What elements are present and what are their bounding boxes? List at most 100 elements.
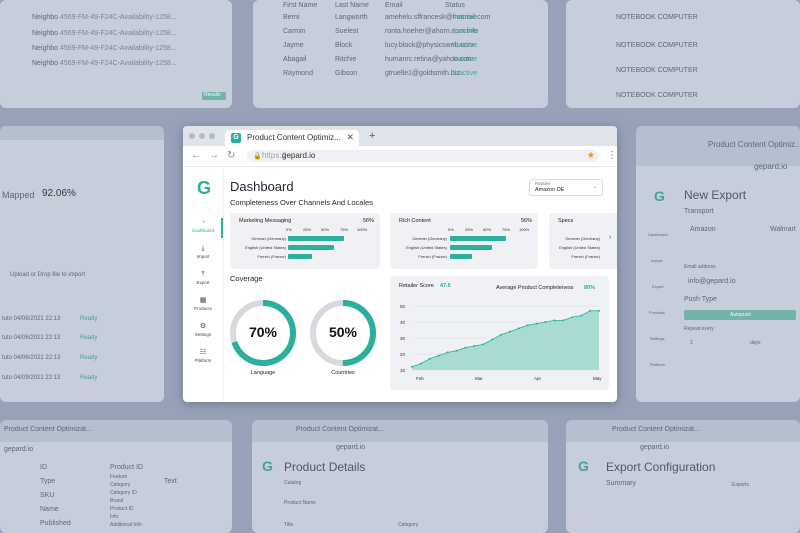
- forward-arrow-icon[interactable]: →: [209, 150, 219, 161]
- retailer-label: Retailer: [535, 181, 551, 186]
- bg-url: gepard.io: [4, 446, 34, 453]
- bg-status: Ready: [80, 355, 98, 361]
- tab-title: Product Content Optimiz...: [247, 133, 341, 142]
- axis-tick: 25%: [303, 227, 312, 232]
- bg-field: Product Name: [284, 500, 316, 506]
- sidebar-item-products[interactable]: ▦ Products: [185, 296, 221, 316]
- bg-option: Amazon: [690, 226, 716, 233]
- completeness-panel-rich-content: Rich Content 56% 0% 25% 50% 75% 100% Ger…: [390, 213, 538, 269]
- axis-tick: 100%: [357, 227, 368, 232]
- background-window-bottom-center: Product Content Optimizat... gepard.io G…: [252, 420, 548, 533]
- completeness-panel-marketing: Marketing Messaging 56% 0% 25% 50% 75% 1…: [230, 213, 380, 269]
- bg-option: Category ID: [110, 490, 137, 496]
- sidebar-item-label: Platform: [194, 358, 212, 363]
- bg-cell: amehelu.sffrancesk@hotmail.com: [385, 14, 491, 21]
- chevron-down-icon: ⌄: [592, 184, 597, 190]
- bg-header: Last Name: [335, 2, 369, 9]
- url-protocol: https://: [262, 151, 287, 160]
- bg-cell: Block: [335, 42, 353, 49]
- bg-cell: Ritchie: [335, 56, 357, 63]
- import-icon: ⤓: [201, 245, 205, 252]
- coverage-title: Coverage: [230, 274, 263, 283]
- bg-cell: Inactive: [453, 56, 478, 63]
- score-point: [455, 349, 458, 352]
- url-host: gepard.io: [282, 151, 316, 160]
- bg-status: Ready: [80, 316, 98, 322]
- dashboard-content: Dashboard Retailer Amazon DE ⌄ Completen…: [223, 166, 617, 402]
- bg-option: Additional Info: [110, 522, 142, 528]
- countries-label: Countries: [331, 370, 355, 376]
- score-point: [562, 319, 565, 322]
- bg-email-label: Email address: [684, 264, 716, 270]
- score-point: [446, 351, 449, 354]
- window-maximize-dot[interactable]: [209, 133, 215, 139]
- sidebar-item-dashboard[interactable]: ◔ Dashboard: [185, 218, 223, 238]
- bg-field: Category: [398, 522, 419, 528]
- panel-percent: 56%: [363, 218, 375, 224]
- window-close-dot[interactable]: [189, 133, 195, 139]
- address-bar: ← → ↻ 🔒 https:// gepard.io ★ ⋮: [183, 146, 617, 167]
- panel-title: Specs: [558, 218, 574, 224]
- completeness-bar: [450, 245, 492, 250]
- retailer-score-label: Retailer Score: [399, 283, 434, 289]
- window-minimize-dot[interactable]: [199, 133, 205, 139]
- bg-row: tuto 04/06/2021 22:13: [2, 316, 61, 322]
- background-window-top-center: First Name Last Name Email Status Berni …: [253, 0, 548, 108]
- bg-cell: Inactive: [453, 70, 478, 77]
- score-point: [535, 322, 538, 325]
- chevron-right-icon[interactable]: ›: [609, 234, 612, 241]
- browser-menu-icon[interactable]: ⋮: [607, 150, 617, 161]
- retailer-score-chart-panel: Retailer Score 47.5 Average Product Comp…: [390, 276, 609, 390]
- bg-every: 2: [690, 340, 693, 346]
- bg-chrome: [636, 126, 800, 166]
- background-window-bottom-right: Product Content Optimizat... gepard.io G…: [566, 420, 800, 533]
- bg-repeat: Repeat every: [684, 326, 714, 332]
- bg-cell: NOTEBOOK COMPUTER: [616, 42, 698, 49]
- locale-label: French (France): [571, 254, 600, 259]
- bg-cell: Gibson: [335, 70, 358, 77]
- bg-status: Ready: [80, 335, 98, 341]
- retailer-value: Amazon DE: [535, 187, 565, 193]
- url-field[interactable]: 🔒 https:// gepard.io ★: [247, 150, 599, 162]
- avg-completeness-label: Average Product Completeness: [496, 285, 574, 291]
- sidebar-item-import[interactable]: ⤓ Import: [185, 244, 221, 264]
- sidebar-item-platform[interactable]: ☷ Platform: [185, 348, 221, 368]
- bg-option: Category: [110, 482, 131, 488]
- bg-row-text: 4569-FM-49-F24C-Availability-1258...: [60, 30, 177, 37]
- tab-close-icon[interactable]: ✕: [346, 132, 354, 142]
- y-tick-label: 50: [400, 304, 406, 309]
- bg-select: Text: [164, 478, 177, 485]
- panel-percent: 56%: [521, 218, 533, 224]
- bg-title: Export Configuration: [606, 460, 716, 474]
- bg-option: Feature: [110, 474, 128, 480]
- locale-label: English (United States): [559, 245, 600, 250]
- score-line: [411, 310, 599, 368]
- sidebar-item-export[interactable]: ⤒ Export: [185, 270, 221, 290]
- bg-title: Product Details: [284, 460, 366, 474]
- bg-cell: lucy.block@physicsweb.com: [385, 42, 474, 49]
- bookmark-star-icon[interactable]: ★: [586, 150, 595, 160]
- axis-tick: 100%: [519, 227, 530, 232]
- score-point: [508, 330, 511, 333]
- reload-icon[interactable]: ↻: [227, 150, 236, 161]
- bg-option: Product ID: [110, 464, 144, 471]
- bg-nav: Products: [649, 310, 665, 315]
- bg-field: Name: [40, 506, 59, 513]
- new-tab-icon[interactable]: +: [369, 130, 376, 142]
- axis-tick: 25%: [465, 227, 474, 232]
- axis-tick: 75%: [340, 227, 349, 232]
- completeness-bar: [450, 236, 506, 241]
- bg-field: ID: [40, 464, 47, 471]
- retailer-select[interactable]: Retailer Amazon DE ⌄: [529, 179, 603, 196]
- page-title: Dashboard: [230, 179, 294, 194]
- y-tick-label: 40: [400, 320, 406, 325]
- completeness-bar: [288, 245, 335, 250]
- countries-percent: 50%: [328, 324, 358, 340]
- completeness-bar: [288, 236, 344, 241]
- browser-tab[interactable]: G Product Content Optimiz... ✕: [225, 130, 359, 146]
- bg-row: Neighbo: [32, 14, 59, 21]
- bg-mapped-label: Mapped: [2, 190, 35, 200]
- sidebar-item-settings[interactable]: ⚙ Settings: [185, 322, 221, 342]
- back-arrow-icon[interactable]: ←: [191, 150, 201, 161]
- bg-cell: NOTEBOOK COMPUTER: [616, 67, 698, 74]
